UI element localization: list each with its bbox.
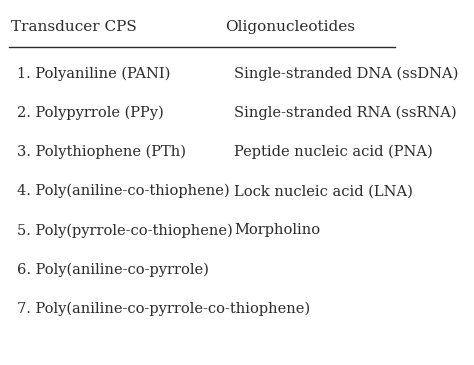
Text: Transducer CPS: Transducer CPS	[11, 20, 137, 34]
Text: Single-stranded RNA (ssRNA): Single-stranded RNA (ssRNA)	[234, 106, 456, 120]
Text: 1. Polyaniline (PANI): 1. Polyaniline (PANI)	[18, 67, 171, 81]
Text: Morpholino: Morpholino	[234, 223, 320, 237]
Text: Peptide nucleic acid (PNA): Peptide nucleic acid (PNA)	[234, 145, 433, 159]
Text: 3. Polythiophene (PTh): 3. Polythiophene (PTh)	[18, 145, 186, 159]
Text: 6. Poly(aniline-co-pyrrole): 6. Poly(aniline-co-pyrrole)	[18, 262, 210, 277]
Text: 7. Poly(aniline-co-pyrrole-co-thiophene): 7. Poly(aniline-co-pyrrole-co-thiophene)	[18, 301, 310, 316]
Text: Single-stranded DNA (ssDNA): Single-stranded DNA (ssDNA)	[234, 67, 458, 81]
Text: 5. Poly(pyrrole-co-thiophene): 5. Poly(pyrrole-co-thiophene)	[18, 223, 233, 238]
Text: Oligonucleotides: Oligonucleotides	[225, 20, 355, 34]
Text: Lock nucleic acid (LNA): Lock nucleic acid (LNA)	[234, 184, 413, 198]
Text: 4. Poly(aniline-co-thiophene): 4. Poly(aniline-co-thiophene)	[18, 184, 230, 199]
Text: 2. Polypyrrole (PPy): 2. Polypyrrole (PPy)	[18, 106, 164, 120]
